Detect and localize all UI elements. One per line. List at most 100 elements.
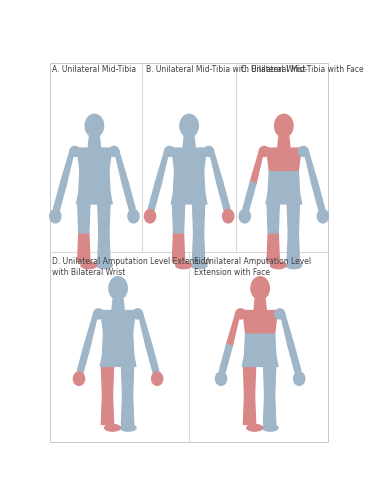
Ellipse shape bbox=[70, 146, 80, 156]
Polygon shape bbox=[77, 148, 112, 171]
Ellipse shape bbox=[247, 424, 262, 431]
Polygon shape bbox=[77, 202, 90, 233]
Polygon shape bbox=[122, 182, 135, 210]
Polygon shape bbox=[101, 364, 114, 396]
Ellipse shape bbox=[132, 309, 143, 319]
Polygon shape bbox=[266, 148, 301, 171]
Ellipse shape bbox=[223, 210, 234, 223]
Polygon shape bbox=[217, 182, 230, 210]
Ellipse shape bbox=[165, 146, 175, 156]
Polygon shape bbox=[172, 202, 184, 233]
Ellipse shape bbox=[128, 210, 139, 223]
Polygon shape bbox=[254, 300, 266, 310]
Ellipse shape bbox=[93, 309, 104, 319]
Polygon shape bbox=[101, 396, 114, 424]
Ellipse shape bbox=[192, 262, 207, 268]
Polygon shape bbox=[244, 364, 256, 396]
Ellipse shape bbox=[215, 372, 227, 386]
Polygon shape bbox=[148, 182, 161, 210]
Polygon shape bbox=[146, 344, 159, 373]
Polygon shape bbox=[101, 310, 135, 333]
Polygon shape bbox=[77, 344, 90, 373]
Polygon shape bbox=[303, 148, 317, 184]
Polygon shape bbox=[267, 202, 279, 233]
Polygon shape bbox=[208, 148, 223, 184]
Polygon shape bbox=[250, 148, 264, 184]
Polygon shape bbox=[242, 355, 278, 366]
Polygon shape bbox=[173, 170, 205, 192]
Polygon shape bbox=[287, 233, 300, 262]
Ellipse shape bbox=[120, 424, 136, 431]
Polygon shape bbox=[172, 233, 184, 262]
Ellipse shape bbox=[97, 262, 112, 268]
Polygon shape bbox=[88, 137, 100, 148]
Ellipse shape bbox=[262, 424, 278, 431]
Polygon shape bbox=[287, 202, 300, 233]
Polygon shape bbox=[312, 182, 325, 210]
Ellipse shape bbox=[286, 262, 302, 268]
Polygon shape bbox=[54, 182, 66, 210]
Polygon shape bbox=[227, 310, 241, 346]
Polygon shape bbox=[263, 396, 276, 424]
Ellipse shape bbox=[176, 262, 192, 268]
Polygon shape bbox=[112, 300, 124, 310]
Ellipse shape bbox=[259, 146, 269, 156]
Polygon shape bbox=[98, 233, 110, 262]
Polygon shape bbox=[288, 344, 301, 373]
Polygon shape bbox=[263, 364, 276, 396]
Polygon shape bbox=[156, 148, 170, 184]
Ellipse shape bbox=[235, 309, 246, 319]
Text: D. Unilateral Amputation Level Extension
with Bilateral Wrist: D. Unilateral Amputation Level Extension… bbox=[52, 257, 210, 276]
Ellipse shape bbox=[317, 210, 328, 223]
Polygon shape bbox=[77, 233, 90, 262]
Polygon shape bbox=[193, 233, 205, 262]
Ellipse shape bbox=[299, 146, 308, 156]
Ellipse shape bbox=[275, 309, 285, 319]
Ellipse shape bbox=[85, 114, 104, 137]
Ellipse shape bbox=[109, 277, 127, 299]
Ellipse shape bbox=[109, 146, 119, 156]
Ellipse shape bbox=[251, 277, 269, 299]
Text: A. Unilateral Mid-Tibia: A. Unilateral Mid-Tibia bbox=[52, 66, 136, 74]
Ellipse shape bbox=[275, 114, 293, 137]
Polygon shape bbox=[268, 170, 300, 192]
Ellipse shape bbox=[50, 210, 61, 223]
Ellipse shape bbox=[239, 210, 250, 223]
Text: B. Unilateral Mid-Tibia with Bilateral Wrist: B. Unilateral Mid-Tibia with Bilateral W… bbox=[146, 66, 306, 74]
Polygon shape bbox=[243, 182, 256, 210]
Polygon shape bbox=[172, 148, 206, 171]
Ellipse shape bbox=[204, 146, 214, 156]
Polygon shape bbox=[244, 396, 256, 424]
Polygon shape bbox=[100, 355, 136, 366]
Polygon shape bbox=[114, 148, 128, 184]
Polygon shape bbox=[171, 192, 207, 204]
Ellipse shape bbox=[105, 424, 120, 431]
Polygon shape bbox=[76, 192, 112, 204]
Polygon shape bbox=[121, 364, 134, 396]
Polygon shape bbox=[267, 233, 279, 262]
Polygon shape bbox=[193, 202, 205, 233]
Ellipse shape bbox=[81, 262, 97, 268]
Polygon shape bbox=[61, 148, 75, 184]
Text: C. Unilateral Mid-Tibia with Face: C. Unilateral Mid-Tibia with Face bbox=[241, 66, 364, 74]
Polygon shape bbox=[245, 333, 276, 355]
Polygon shape bbox=[85, 310, 99, 346]
Ellipse shape bbox=[270, 262, 286, 268]
Text: E. Unilateral Amputation Level
Extension with Face: E. Unilateral Amputation Level Extension… bbox=[194, 257, 311, 276]
Ellipse shape bbox=[144, 210, 156, 223]
Polygon shape bbox=[266, 192, 302, 204]
FancyBboxPatch shape bbox=[50, 63, 328, 442]
Polygon shape bbox=[220, 344, 232, 373]
Ellipse shape bbox=[73, 372, 85, 386]
Polygon shape bbox=[98, 202, 110, 233]
Polygon shape bbox=[138, 310, 152, 346]
Polygon shape bbox=[121, 396, 134, 424]
Polygon shape bbox=[79, 170, 110, 192]
Ellipse shape bbox=[152, 372, 163, 386]
Polygon shape bbox=[183, 137, 195, 148]
Polygon shape bbox=[280, 310, 294, 346]
Polygon shape bbox=[243, 310, 277, 333]
Ellipse shape bbox=[294, 372, 305, 386]
Polygon shape bbox=[278, 137, 290, 148]
Polygon shape bbox=[103, 333, 134, 355]
